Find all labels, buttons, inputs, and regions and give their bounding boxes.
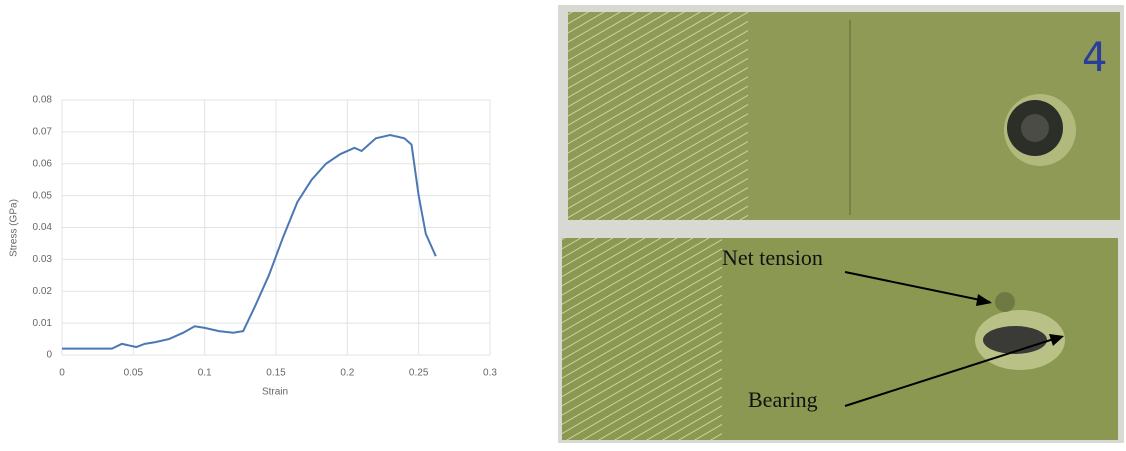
y-tick-label: 0.01 xyxy=(33,318,53,329)
y-tick-label: 0.06 xyxy=(33,158,53,169)
y-tick-label: 0.05 xyxy=(33,190,53,201)
y-tick-label: 0.07 xyxy=(33,127,53,138)
x-tick-label: 0.15 xyxy=(266,368,286,379)
tear xyxy=(995,292,1015,312)
arrowhead xyxy=(1049,334,1064,346)
texture xyxy=(568,12,748,220)
x-tick-label: 0.1 xyxy=(198,368,212,379)
x-tick-label: 0.05 xyxy=(124,368,144,379)
annotation: Net tension xyxy=(722,245,823,270)
y-tick-label: 0 xyxy=(46,350,52,361)
arrowhead xyxy=(976,294,992,306)
y-tick-label: 0.03 xyxy=(33,254,53,265)
hole xyxy=(983,326,1047,354)
y-tick-label: 0.02 xyxy=(33,286,53,297)
x-axis-label: Strain xyxy=(262,387,288,398)
y-tick-label: 0.08 xyxy=(33,95,53,106)
x-tick-label: 0.2 xyxy=(340,368,354,379)
y-tick-label: 0.04 xyxy=(33,222,53,233)
texture xyxy=(562,238,722,440)
bolt-head xyxy=(1021,114,1049,142)
arrow xyxy=(844,271,991,303)
arrow xyxy=(844,336,1061,407)
x-tick-label: 0 xyxy=(59,368,65,379)
data-line xyxy=(62,134,437,350)
chart: Strain Stress (GPa) 0 0.01 0.02 0.03 0.04 0.0… xyxy=(9,95,498,398)
y-axis-label: Stress (GPa) xyxy=(9,199,20,257)
photo: 4 Net tension Bearing xyxy=(558,5,1124,443)
annotation: Bearing xyxy=(748,387,818,412)
x-tick-label: 0.3 xyxy=(483,368,497,379)
x-tick-label: 0.25 xyxy=(409,368,429,379)
specimen-number: 4 xyxy=(1082,35,1107,81)
